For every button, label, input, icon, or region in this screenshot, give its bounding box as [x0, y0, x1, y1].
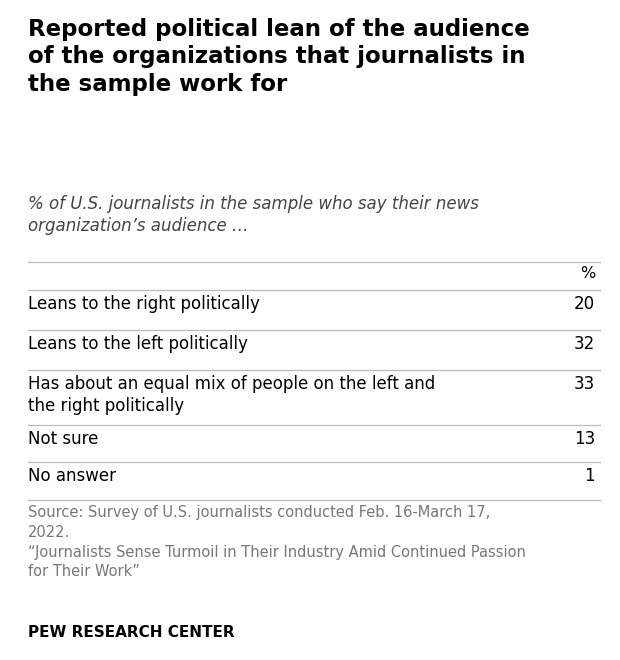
Text: Not sure: Not sure [28, 430, 99, 448]
Text: % of U.S. journalists in the sample who say their news
organization’s audience …: % of U.S. journalists in the sample who … [28, 195, 479, 235]
Text: No answer: No answer [28, 467, 116, 485]
Text: Has about an equal mix of people on the left and
the right politically: Has about an equal mix of people on the … [28, 375, 435, 415]
Text: 32: 32 [574, 335, 595, 353]
Text: 1: 1 [585, 467, 595, 485]
Text: Source: Survey of U.S. journalists conducted Feb. 16-March 17,
2022.
“Journalist: Source: Survey of U.S. journalists condu… [28, 505, 526, 579]
Text: PEW RESEARCH CENTER: PEW RESEARCH CENTER [28, 625, 234, 640]
Text: Leans to the right politically: Leans to the right politically [28, 295, 260, 313]
Text: Reported political lean of the audience
of the organizations that journalists in: Reported political lean of the audience … [28, 18, 529, 96]
Text: 13: 13 [574, 430, 595, 448]
Text: 33: 33 [574, 375, 595, 393]
Text: 20: 20 [574, 295, 595, 313]
Text: Leans to the left politically: Leans to the left politically [28, 335, 248, 353]
Text: %: % [580, 266, 595, 281]
